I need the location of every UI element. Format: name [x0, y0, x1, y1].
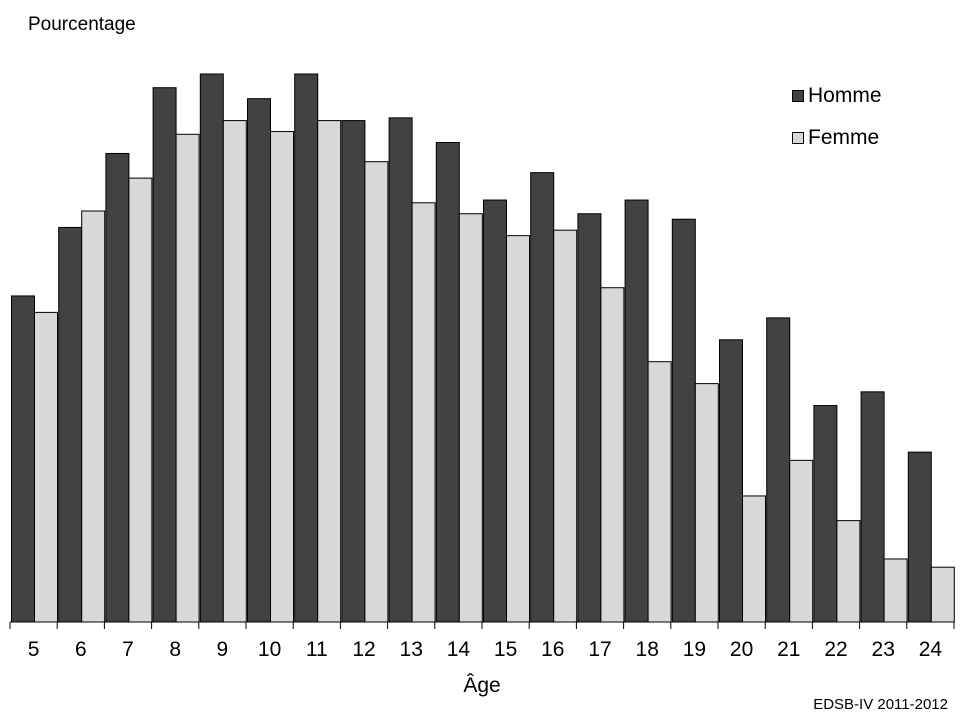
bar-homme-5 — [11, 295, 35, 623]
x-tick-label-22: 22 — [824, 638, 847, 661]
series-homme-bars — [11, 73, 932, 623]
legend-label-femme: Femme — [808, 126, 880, 149]
bar-homme-6 — [58, 226, 83, 623]
x-axis-tick-labels: 5 6 7 8 9 10 11 12 13 14 15 16 17 18 19 20 21 22 23 24 — [28, 638, 943, 661]
bar-femme-19 — [694, 383, 719, 623]
x-tick-label-6: 6 — [75, 638, 87, 661]
source-note: EDSB-IV 2011-2012 — [813, 696, 948, 713]
x-tick-label-8: 8 — [169, 638, 181, 661]
bar-homme-10 — [247, 98, 271, 623]
x-tick-label-24: 24 — [919, 638, 943, 661]
bar-femme-7 — [128, 177, 153, 623]
bar-femme-17 — [600, 287, 625, 623]
x-tick-label-5: 5 — [28, 638, 40, 661]
bar-homme-22 — [813, 405, 838, 623]
x-tick-label-14: 14 — [447, 638, 471, 661]
x-tick-label-11: 11 — [306, 638, 328, 661]
bar-femme-16 — [553, 229, 578, 623]
series-femme-bars — [34, 120, 955, 623]
bar-homme-24 — [907, 451, 932, 623]
x-axis-title: Âge — [463, 674, 500, 697]
x-tick-label-7: 7 — [122, 638, 134, 661]
legend-item-homme: Homme — [792, 84, 882, 108]
x-tick-label-17: 17 — [588, 638, 611, 661]
x-tick-label-13: 13 — [400, 638, 423, 661]
bar-homme-19 — [671, 218, 696, 623]
chart-legend: Homme Femme — [792, 84, 882, 168]
bar-homme-14 — [435, 142, 460, 623]
bar-femme-10 — [270, 131, 294, 623]
x-tick-label-10: 10 — [258, 638, 281, 661]
legend-label-homme: Homme — [808, 84, 882, 107]
x-tick-label-9: 9 — [217, 638, 229, 661]
bar-homme-15 — [483, 199, 507, 623]
bar-femme-20 — [742, 495, 766, 623]
x-tick-label-20: 20 — [730, 638, 753, 661]
x-tick-label-21: 21 — [777, 638, 800, 661]
bar-homme-13 — [388, 117, 413, 623]
x-tick-label-18: 18 — [636, 638, 659, 661]
bar-femme-5 — [34, 311, 58, 623]
legend-swatch-homme — [792, 90, 804, 102]
bar-femme-11 — [317, 120, 342, 623]
x-tick-label-19: 19 — [683, 638, 706, 661]
bar-homme-9 — [199, 73, 224, 623]
bar-homme-11 — [294, 73, 319, 623]
x-tick-label-12: 12 — [352, 638, 375, 661]
bar-femme-21 — [789, 459, 814, 623]
bar-homme-7 — [105, 152, 130, 623]
bar-femme-9 — [222, 120, 247, 623]
bar-femme-13 — [411, 202, 436, 623]
x-axis-ticks — [9, 622, 955, 629]
legend-item-femme: Femme — [792, 126, 882, 150]
bar-femme-24 — [930, 566, 955, 623]
x-tick-label-15: 15 — [494, 638, 517, 661]
bar-homme-12 — [341, 120, 366, 623]
bar-femme-6 — [81, 210, 106, 623]
bar-homme-20 — [719, 339, 743, 623]
bar-homme-18 — [624, 199, 649, 623]
y-axis-title: Pourcentage — [28, 14, 136, 35]
bar-femme-22 — [836, 520, 861, 623]
bar-femme-23 — [883, 558, 908, 623]
bar-femme-8 — [175, 133, 200, 623]
bar-homme-8 — [152, 87, 177, 623]
x-tick-label-16: 16 — [541, 638, 564, 661]
bar-femme-12 — [364, 161, 389, 623]
bar-homme-23 — [860, 391, 885, 623]
x-tick-label-23: 23 — [872, 638, 895, 661]
legend-swatch-femme — [792, 132, 804, 144]
bar-femme-15 — [506, 235, 530, 623]
bar-femme-14 — [458, 213, 483, 623]
bar-femme-18 — [647, 361, 672, 623]
bar-homme-17 — [577, 213, 602, 623]
bar-homme-16 — [530, 172, 555, 623]
bar-homme-21 — [766, 317, 791, 623]
